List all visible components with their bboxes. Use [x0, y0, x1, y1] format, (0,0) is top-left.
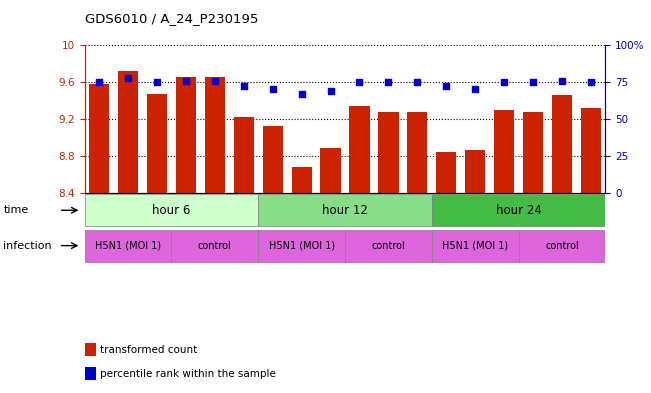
Text: hour 24: hour 24 [495, 204, 542, 217]
Bar [523, 112, 543, 193]
Bar [378, 112, 398, 193]
Bar [432, 194, 605, 226]
Text: time: time [3, 205, 29, 215]
Bar [465, 150, 486, 193]
Text: control: control [545, 241, 579, 251]
Text: H5N1 (MOI 1): H5N1 (MOI 1) [442, 241, 508, 251]
Bar [432, 230, 519, 262]
Text: H5N1 (MOI 1): H5N1 (MOI 1) [269, 241, 335, 251]
Point [238, 83, 249, 90]
Bar [320, 148, 340, 193]
Bar [262, 126, 283, 193]
Text: GDS6010 / A_24_P230195: GDS6010 / A_24_P230195 [85, 12, 258, 25]
Bar [258, 194, 432, 226]
Bar [552, 95, 572, 193]
Bar [85, 343, 96, 356]
Bar [147, 94, 167, 193]
Bar [204, 77, 225, 193]
Point [499, 79, 509, 85]
Text: infection: infection [3, 241, 52, 251]
Text: control: control [198, 241, 232, 251]
Point [528, 79, 538, 85]
Bar [234, 117, 254, 193]
Point [152, 79, 162, 85]
Point [296, 91, 307, 97]
Text: hour 12: hour 12 [322, 204, 368, 217]
Text: percentile rank within the sample: percentile rank within the sample [100, 369, 275, 379]
Point [326, 88, 336, 94]
Bar [171, 230, 258, 262]
Point [94, 79, 104, 85]
Bar [436, 152, 456, 193]
Bar [519, 230, 605, 262]
Point [412, 79, 422, 85]
Bar [118, 71, 138, 193]
Point [383, 79, 394, 85]
Bar [408, 112, 428, 193]
Bar [581, 108, 601, 193]
Point [181, 77, 191, 84]
Text: control: control [372, 241, 406, 251]
Point [354, 79, 365, 85]
Point [123, 75, 133, 81]
Text: transformed count: transformed count [100, 345, 197, 355]
Point [470, 86, 480, 93]
Point [557, 77, 567, 84]
Bar [345, 230, 432, 262]
Point [210, 77, 220, 84]
Bar [292, 167, 312, 193]
Bar [494, 110, 514, 193]
Bar [258, 230, 345, 262]
Point [268, 86, 278, 93]
Bar [85, 230, 171, 262]
Bar [176, 77, 196, 193]
Bar [89, 84, 109, 193]
Point [586, 79, 596, 85]
Point [441, 83, 452, 90]
Bar [350, 106, 370, 193]
Bar [85, 194, 258, 226]
Bar [85, 367, 96, 380]
Text: H5N1 (MOI 1): H5N1 (MOI 1) [95, 241, 161, 251]
Text: hour 6: hour 6 [152, 204, 191, 217]
